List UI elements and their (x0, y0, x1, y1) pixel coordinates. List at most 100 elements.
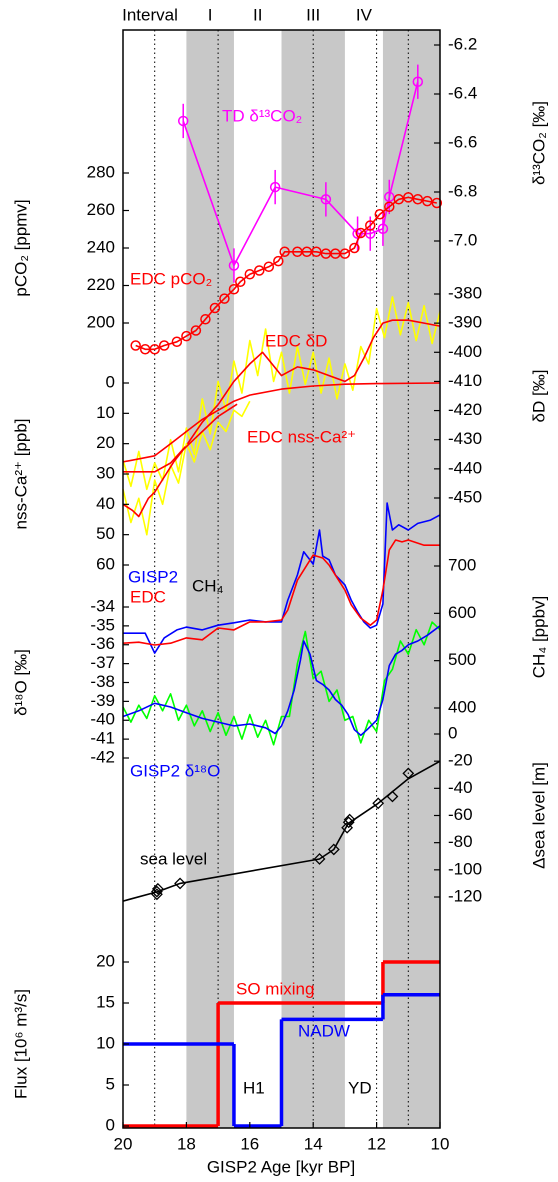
y-axis-label: pCO₂ [ppmv] (11, 199, 30, 296)
data-point (386, 790, 399, 803)
interval-band (186, 30, 234, 1128)
data-point (228, 260, 240, 271)
interval-band (382, 30, 440, 1128)
y-tick-label: -100 (448, 859, 482, 878)
y-tick-label: 60 (96, 554, 115, 573)
y-tick-label: 400 (448, 697, 476, 716)
y-tick-label: -38 (90, 672, 115, 691)
y-tick-label: 240 (87, 237, 115, 256)
y-tick-label: 20 (96, 433, 115, 452)
data-point (158, 340, 170, 351)
data-point (311, 246, 322, 257)
data-point (263, 261, 275, 272)
data-point (171, 336, 183, 347)
data-point (254, 265, 265, 276)
interval-label: I (208, 5, 213, 24)
y-tick-label: -6.6 (448, 132, 477, 151)
y-axis-label: Flux [10⁶ m³/s] (11, 989, 30, 1099)
data-point (402, 767, 415, 780)
y-tick-label: 50 (96, 524, 115, 543)
x-tick-label: 10 (431, 1134, 450, 1153)
y-axis-label: nss-Ca²⁺ [ppb] (11, 418, 30, 529)
data-point (422, 195, 433, 207)
x-tick-label: 20 (114, 1134, 133, 1153)
series-line (122, 403, 238, 518)
y-tick-label: 10 (96, 1033, 115, 1052)
y-tick-label: 20 (96, 951, 115, 970)
series-line (122, 382, 441, 463)
annotation: YD (348, 1078, 372, 1097)
series-line (122, 625, 441, 737)
x-tick-label: 16 (240, 1134, 259, 1153)
series-label: EDC pCO₂ (130, 269, 212, 288)
y-axis-label: δD [‰] (529, 370, 548, 423)
series-line (123, 502, 441, 654)
data-point (269, 181, 281, 193)
data-point (174, 877, 186, 890)
y-tick-label: -39 (90, 691, 115, 710)
y-tick-label: 260 (87, 200, 115, 219)
y-tick-label: -7.0 (448, 230, 477, 249)
data-point (372, 797, 385, 810)
y-tick-label: -60 (448, 805, 473, 824)
data-point (403, 192, 414, 203)
data-point (349, 242, 360, 254)
data-point (190, 325, 202, 336)
y-tick-label: -6.2 (448, 34, 477, 53)
y-axis-label: Δsea level [m] (529, 762, 548, 869)
series-label: EDC (130, 587, 166, 606)
data-point (273, 255, 284, 267)
interval-title: Interval (122, 5, 178, 24)
x-tick-label: 12 (367, 1134, 386, 1153)
data-point (431, 197, 443, 209)
data-point (209, 302, 221, 314)
x-tick-label: 14 (304, 1134, 323, 1153)
series-line (122, 539, 440, 646)
data-point (377, 223, 389, 234)
y-tick-label: -42 (90, 747, 115, 766)
y-tick-label: 700 (448, 555, 476, 574)
y-tick-label: 10 (96, 403, 115, 422)
y-tick-label: 280 (87, 162, 115, 181)
y-tick-label: 200 (87, 312, 115, 331)
y-axis-label: δ¹⁸O [‰] (11, 649, 30, 716)
y-tick-label: -430 (448, 429, 482, 448)
y-tick-label: -380 (448, 283, 482, 302)
series-label: sea level (140, 849, 207, 868)
data-point (412, 194, 424, 205)
data-point (149, 344, 160, 355)
series-line (122, 760, 441, 902)
data-point (393, 194, 405, 205)
data-point (412, 76, 424, 87)
x-axis-label: GISP2 Age [kyr BP] (207, 1157, 355, 1176)
series-line (122, 296, 441, 491)
y-tick-label: -40 (448, 778, 473, 797)
y-tick-label: 5 (106, 1074, 115, 1093)
y-tick-label: -6.8 (448, 181, 477, 200)
y-tick-label: 500 (448, 650, 476, 669)
series-label: TD δ¹³CO₂ (222, 106, 302, 125)
series-line (123, 319, 441, 473)
y-tick-label: 15 (96, 992, 115, 1011)
data-point (320, 194, 332, 205)
data-point (130, 340, 141, 351)
y-axis-label: δ¹³CO₂ [‰] (529, 101, 548, 185)
data-point (151, 882, 164, 895)
data-point (279, 246, 290, 257)
y-tick-label: -80 (448, 832, 473, 851)
data-point (313, 853, 326, 865)
series-label: EDC δD (265, 331, 327, 350)
y-tick-label: -390 (448, 313, 482, 332)
series-label: EDC nss-Ca²⁺ (247, 427, 356, 446)
y-tick-label: -34 (90, 596, 115, 615)
data-point (327, 843, 340, 856)
y-tick-label: 0 (448, 723, 457, 742)
y-tick-label: -37 (90, 653, 115, 672)
interval-label: III (306, 5, 320, 24)
series-label: SO mixing (236, 979, 314, 998)
y-tick-label: -450 (448, 487, 482, 506)
data-point (339, 248, 351, 259)
y-tick-label: 0 (106, 1115, 115, 1134)
data-point (365, 220, 376, 231)
